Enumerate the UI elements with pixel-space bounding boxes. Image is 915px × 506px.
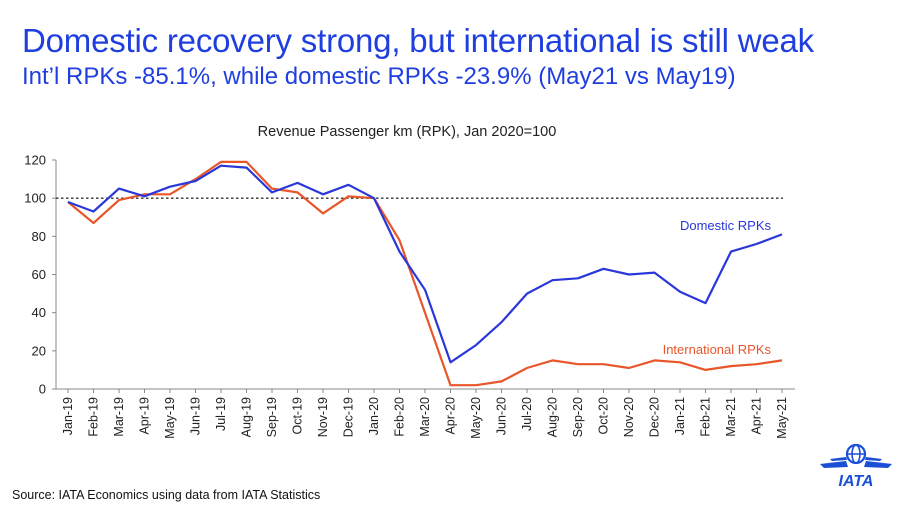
x-tick-label: Nov-19 (316, 397, 330, 437)
iata-logo: IATA (820, 443, 892, 488)
x-tick-label: Apr-20 (444, 397, 458, 435)
x-tick-label: Jun-20 (495, 397, 509, 435)
x-tick-label: Nov-20 (622, 397, 636, 437)
y-tick-label: 120 (24, 153, 46, 168)
y-tick-label: 40 (32, 305, 46, 320)
x-tick-label: Jan-21 (673, 397, 687, 435)
x-tick-label: Jul-19 (214, 397, 228, 431)
x-tick-label: Apr-21 (750, 397, 764, 435)
slide-headline: Domestic recovery strong, but internatio… (22, 22, 814, 59)
x-tick-label: Feb-20 (393, 397, 407, 437)
x-tick-label: May-21 (775, 397, 789, 439)
slide-subheadline: Int’l RPKs -85.1%, while domestic RPKs -… (22, 63, 736, 90)
international-rpk-line (67, 160, 783, 387)
x-tick-label: Jul-20 (520, 397, 534, 431)
x-tick-label: Aug-20 (546, 397, 560, 437)
international-series-label: International RPKs (663, 342, 772, 357)
series-labels: Domestic RPKs International RPKs (663, 218, 772, 357)
x-tick-label: Jan-20 (367, 397, 381, 435)
x-tick-label: Dec-19 (342, 397, 356, 437)
x-tick-label: Oct-19 (291, 397, 305, 435)
iata-logo-text: IATA (839, 473, 874, 488)
series-lines (67, 160, 783, 387)
x-tick-label: Mar-19 (112, 397, 126, 437)
chart-title: Revenue Passenger km (RPK), Jan 2020=100 (258, 124, 557, 140)
x-tick-label: Feb-19 (87, 397, 101, 437)
x-tick-label: May-20 (469, 397, 483, 439)
y-tick-label: 0 (39, 382, 46, 397)
x-tick-label: Feb-21 (699, 397, 713, 437)
x-tick-label: Dec-20 (648, 397, 662, 437)
x-tick-label: Oct-20 (597, 397, 611, 435)
x-tick-label: Jun-19 (189, 397, 203, 435)
x-tick-label: May-19 (163, 397, 177, 439)
y-tick-label: 60 (32, 267, 46, 282)
x-tick-label: Mar-21 (724, 397, 738, 437)
x-tick-label: Jan-19 (61, 397, 75, 435)
x-tick-label: Aug-19 (240, 397, 254, 437)
y-tick-label: 100 (24, 191, 46, 206)
y-tick-label: 20 (32, 343, 46, 358)
domestic-rpk-line (67, 164, 783, 364)
x-tick-label: Sep-19 (265, 397, 279, 437)
x-axis: Jan-19 Feb-19 Mar-19 Apr-19 May-19 Jun-19 Jul-… (56, 388, 795, 439)
x-tick-label: Sep-20 (571, 397, 585, 437)
x-tick-label: Apr-19 (138, 397, 152, 435)
source-note: Source: IATA Economics using data from I… (12, 488, 321, 502)
y-axis: 0 20 40 60 80 100 120 (24, 153, 57, 397)
domestic-series-label: Domestic RPKs (680, 218, 772, 233)
x-tick-label: Mar-20 (418, 397, 432, 437)
rpk-line-chart: Revenue Passenger km (RPK), Jan 2020=100… (24, 124, 795, 439)
y-tick-label: 80 (32, 229, 46, 244)
